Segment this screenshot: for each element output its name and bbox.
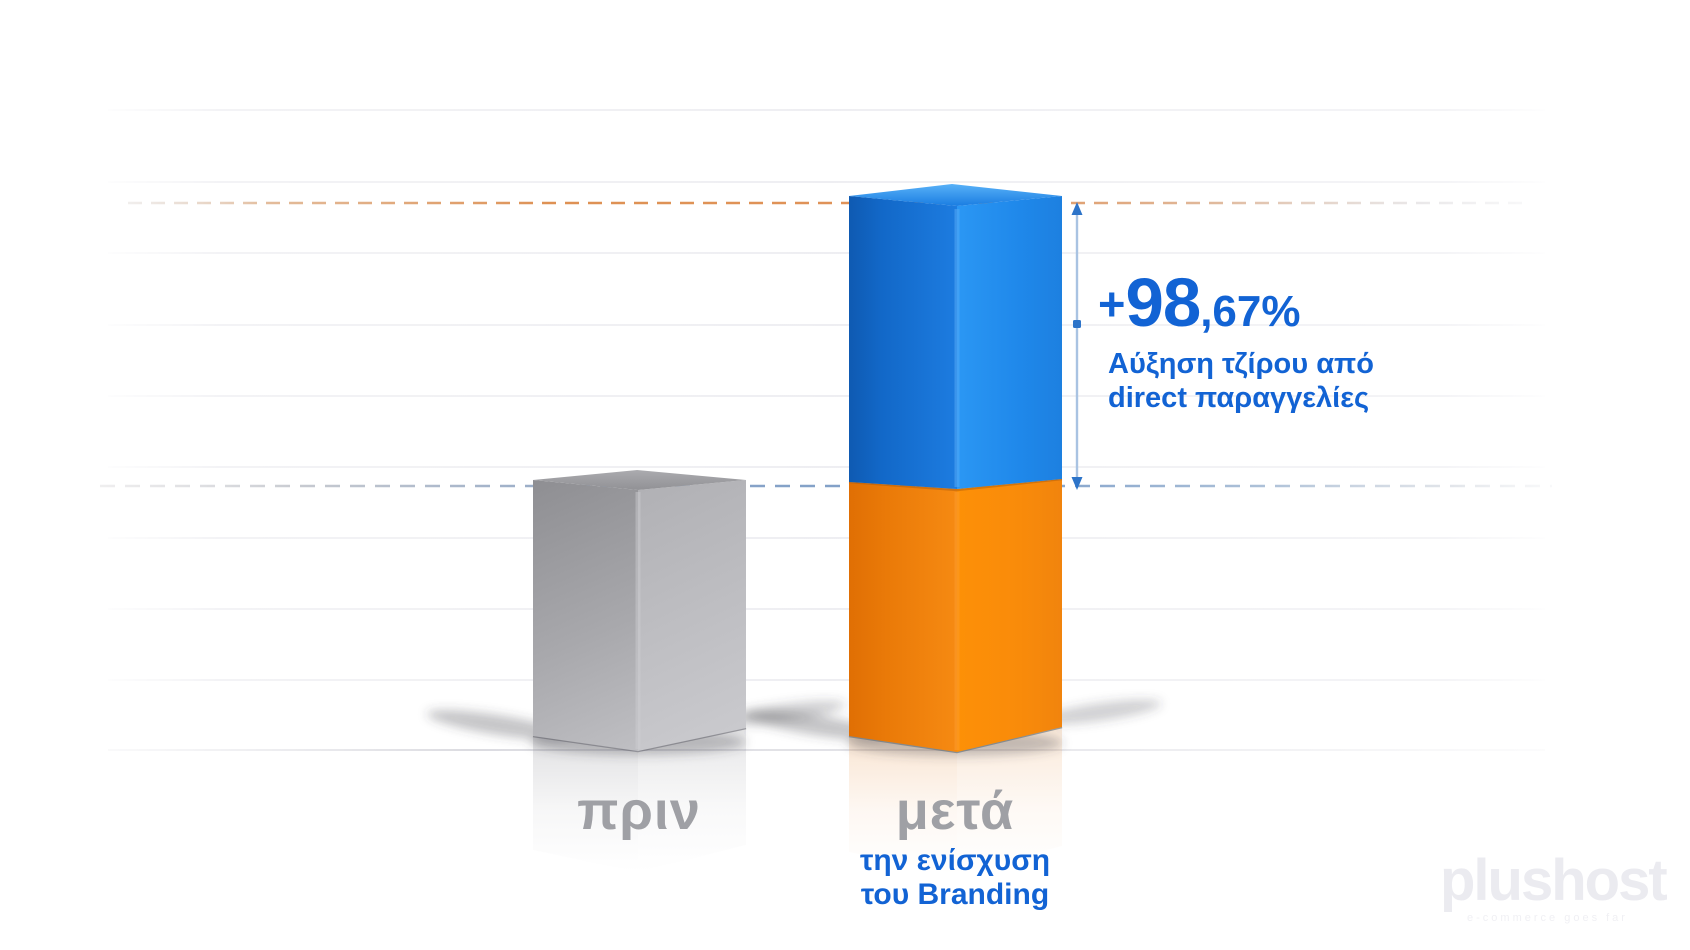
stat-integer: 98: [1125, 264, 1201, 341]
bar-after-blue-top-face: [849, 184, 1062, 206]
bar-after-orange-left-face: [849, 482, 957, 752]
bar-reflections: [533, 727, 1062, 874]
midpoint-marker: [1073, 320, 1081, 328]
bar-before-top-face: [533, 470, 746, 490]
increase-measure-arrow: [1071, 202, 1083, 490]
bar-before-right-face: [638, 480, 746, 751]
stat-plus-sign: +: [1098, 277, 1126, 330]
watermark-brand: plushost: [1440, 848, 1668, 913]
sublabel-line2: του Branding: [860, 878, 1050, 911]
watermark: plushost e-commerce goes far: [1440, 848, 1668, 925]
category-label-after: μετά: [895, 781, 1015, 841]
bar-after-blue-left-face: [849, 196, 957, 489]
sublabel-line1: την ενίσχυση: [859, 844, 1051, 877]
bar-after-increase-segment: [848, 184, 1063, 492]
stat-desc-line1: Αύξηση τζίρου από: [1108, 348, 1374, 380]
category-label-before: πριν: [577, 781, 701, 841]
bar-after-orange-right-face: [957, 479, 1062, 752]
bar-after: [848, 184, 1063, 754]
bar-after-base-segment: [849, 479, 1062, 752]
gridlines: [108, 109, 1545, 681]
increase-stat-value: +98,67%: [1098, 268, 1301, 337]
watermark-tagline: e-commerce goes far: [1467, 912, 1628, 924]
bar-before: [532, 470, 747, 753]
arrowhead-down: [1071, 477, 1083, 490]
arrowhead-up: [1071, 202, 1083, 215]
bar-before-left-face: [533, 480, 638, 751]
stat-desc-line2: direct παραγγελίες: [1108, 382, 1370, 414]
category-sublabel-after: την ενίσχυση του Branding: [805, 844, 1105, 912]
stat-fraction: ,67%: [1200, 287, 1301, 336]
bar-after-blue-right-face: [957, 196, 1062, 489]
increase-stat-description: Αύξηση τζίρου από direct παραγγελίες: [1108, 347, 1374, 415]
